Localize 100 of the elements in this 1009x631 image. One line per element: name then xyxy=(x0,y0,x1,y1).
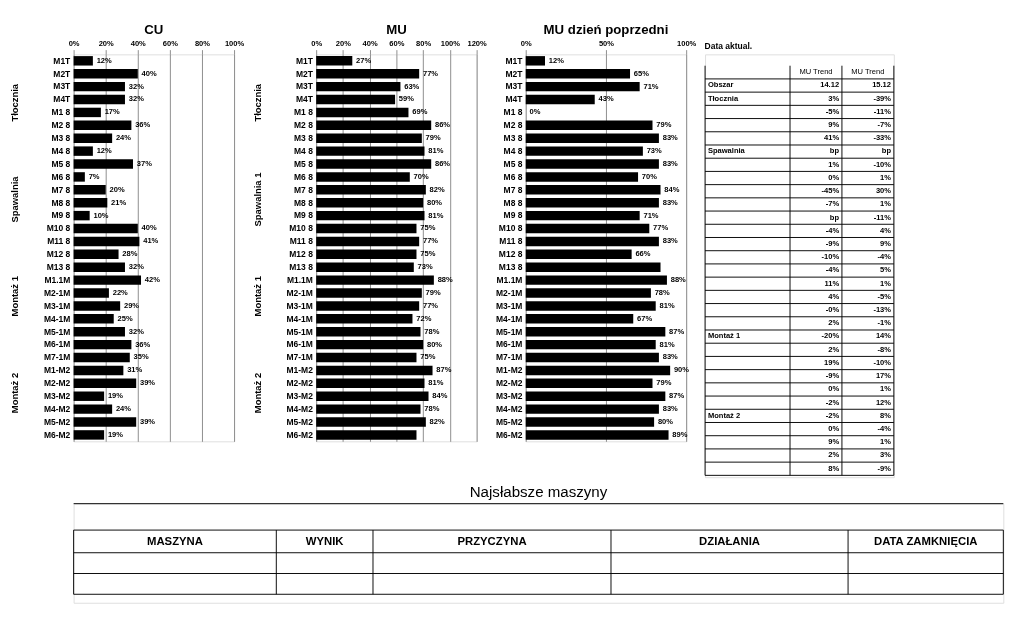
bar xyxy=(73,236,140,247)
text: 14% xyxy=(875,331,892,341)
data-label: 67% xyxy=(637,313,653,323)
data-label: 87% xyxy=(436,365,452,375)
text: 3% xyxy=(828,93,840,103)
bar xyxy=(73,185,106,195)
y-tick-label: M7-1M xyxy=(286,352,313,363)
text: -10% xyxy=(873,159,892,169)
y-tick-label: M7-1M xyxy=(496,352,523,363)
y-tick-label: M3-1M xyxy=(43,300,71,311)
bar xyxy=(525,56,545,66)
y-tick-label: M4-M2 xyxy=(43,403,71,414)
text: -7% xyxy=(825,199,840,209)
data-label: 27% xyxy=(356,55,372,65)
category-label: MU Trend xyxy=(851,67,885,77)
data-label: 0% xyxy=(529,107,541,117)
y-tick-label: M10 8 xyxy=(46,223,71,234)
x-tick-label: 120% xyxy=(467,39,488,49)
y-tick-label: M12 8 xyxy=(46,249,71,260)
bar xyxy=(525,185,661,195)
data-label: 19% xyxy=(107,391,124,401)
text: -8% xyxy=(877,344,892,354)
y-tick-label: M8 8 xyxy=(503,197,523,208)
data-label: 77% xyxy=(422,68,439,78)
bar xyxy=(73,159,133,169)
bar xyxy=(73,352,130,363)
chart-title: MU dzień poprzedni xyxy=(543,21,669,37)
y-tick-label: M1 8 xyxy=(294,107,314,118)
bar xyxy=(316,275,434,285)
bar xyxy=(316,339,424,350)
y-tick-label: M7 8 xyxy=(503,184,523,195)
data-label: 32% xyxy=(128,262,145,272)
data-label: 88% xyxy=(670,275,687,285)
text: Montaż 2 xyxy=(8,372,20,414)
x-tick-label: 100% xyxy=(224,39,245,49)
bar xyxy=(316,314,413,324)
data-label: 84% xyxy=(432,391,448,401)
text: 9% xyxy=(880,238,892,248)
bar xyxy=(316,288,422,298)
text: -2% xyxy=(825,397,840,407)
bar xyxy=(73,69,138,79)
data-label: 81% xyxy=(428,146,444,156)
bar xyxy=(316,185,426,195)
chart-title: MU xyxy=(386,21,407,37)
data-label: 77% xyxy=(653,223,669,233)
bar xyxy=(316,172,410,182)
data-label: 80% xyxy=(426,197,443,207)
data-label: 78% xyxy=(424,326,440,336)
text: -20% xyxy=(821,331,840,341)
data-label: 90% xyxy=(673,365,690,375)
data-label: 10% xyxy=(93,210,109,220)
bar xyxy=(316,107,409,118)
text: Tłocznia xyxy=(8,83,20,122)
y-tick-label: M3-1M xyxy=(496,300,523,311)
text: 5% xyxy=(880,265,892,275)
bar xyxy=(316,133,422,143)
bar xyxy=(73,133,113,143)
text: 11% xyxy=(824,278,840,288)
y-tick-label: M3T xyxy=(53,81,72,92)
y-tick-label: M4 8 xyxy=(503,145,523,156)
category-label: MU Trend xyxy=(799,67,833,77)
category-label: PRZYCZYNA xyxy=(457,535,527,548)
y-tick-label: M5 8 xyxy=(294,158,314,169)
y-tick-label: M1-M2 xyxy=(286,365,314,376)
text: 1% xyxy=(828,159,840,169)
data-label: 22% xyxy=(112,287,129,297)
data-label: 83% xyxy=(662,133,679,143)
x-tick-label: 40% xyxy=(130,39,147,49)
y-tick-label: M6 8 xyxy=(294,171,314,182)
data-label: 32% xyxy=(128,81,145,91)
bar xyxy=(525,352,659,363)
data-label: 63% xyxy=(404,81,420,91)
bar xyxy=(525,249,632,260)
bar xyxy=(525,327,666,337)
y-tick-label: M4-1M xyxy=(496,313,523,324)
bar xyxy=(73,365,124,376)
text: -5% xyxy=(877,291,892,301)
y-tick-label: M2 8 xyxy=(51,120,71,131)
text: 4% xyxy=(880,225,892,235)
bar xyxy=(316,56,353,66)
x-tick-label: 0% xyxy=(68,39,80,49)
bar xyxy=(73,94,125,105)
y-tick-label: M4-M2 xyxy=(286,403,314,414)
data-label: 39% xyxy=(139,378,156,388)
y-tick-label: M1-M2 xyxy=(43,365,71,376)
text: -4% xyxy=(877,423,892,433)
text: -11% xyxy=(873,212,892,222)
text: 9% xyxy=(828,437,840,447)
y-tick-label: M3 8 xyxy=(503,133,523,144)
data-label: 79% xyxy=(656,120,672,130)
text: 15.12 xyxy=(872,80,892,90)
data-label: 17% xyxy=(104,107,121,117)
data-label: 83% xyxy=(662,197,679,207)
text: 41% xyxy=(823,133,840,143)
text: -4% xyxy=(877,252,892,262)
y-tick-label: M8 8 xyxy=(51,197,71,208)
bar xyxy=(73,314,114,324)
data-label: 36% xyxy=(135,339,151,349)
bar xyxy=(525,404,659,414)
data-label: 73% xyxy=(417,262,433,272)
